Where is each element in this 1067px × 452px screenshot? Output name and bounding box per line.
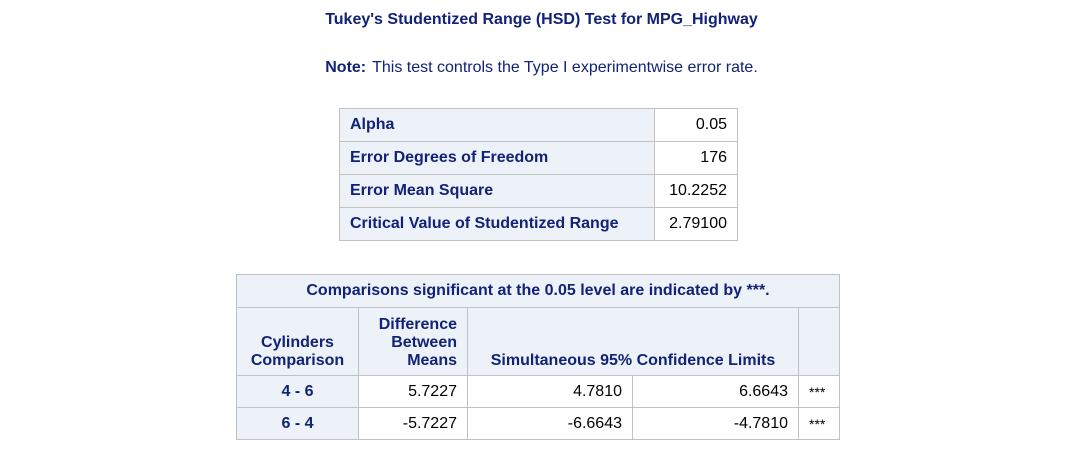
column-header-significance xyxy=(798,307,840,376)
row-label-comparison: 4 - 6 xyxy=(236,375,359,408)
header-row: Cylinders Comparison Difference Between … xyxy=(236,307,840,376)
comparison-caption: Comparisons significant at the 0.05 leve… xyxy=(236,274,840,308)
page-title: Tukey's Studentized Range (HSD) Test for… xyxy=(325,11,758,28)
parameter-table: Alpha 0.05 Error Degrees of Freedom 176 … xyxy=(339,108,738,241)
table-row: Error Degrees of Freedom 176 xyxy=(339,141,738,175)
table-row: Critical Value of Studentized Range 2.79… xyxy=(339,207,738,241)
param-label-error-ms: Error Mean Square xyxy=(339,174,655,208)
column-header-difference: Difference Between Means xyxy=(358,307,468,376)
table-row: Alpha 0.05 xyxy=(339,108,738,142)
note-label: Note: xyxy=(325,59,367,76)
param-value-alpha: 0.05 xyxy=(654,108,738,142)
cell-difference: -5.7227 xyxy=(358,407,468,440)
cell-difference: 5.7227 xyxy=(358,375,468,408)
header-difference-line1: Difference xyxy=(378,316,457,333)
note-text: This test controls the Type I experiment… xyxy=(372,59,758,76)
param-value-error-ms: 10.2252 xyxy=(654,174,738,208)
table-row: Error Mean Square 10.2252 xyxy=(339,174,738,208)
cell-significance: *** xyxy=(798,375,840,408)
comparison-table: Comparisons significant at the 0.05 leve… xyxy=(236,274,840,440)
header-difference-line2: Between xyxy=(391,334,457,351)
cell-significance: *** xyxy=(798,407,840,440)
cell-lower-limit: 4.7810 xyxy=(467,375,633,408)
header-comparison-line1: Cylinders xyxy=(261,334,334,351)
param-label-critical-value: Critical Value of Studentized Range xyxy=(339,207,655,241)
table-row: 6 - 4 -5.7227 -6.6643 -4.7810 *** xyxy=(236,407,840,440)
cell-upper-limit: 6.6643 xyxy=(632,375,799,408)
header-comparison-line2: Comparison xyxy=(250,352,345,369)
param-label-alpha: Alpha xyxy=(339,108,655,142)
cell-upper-limit: -4.7810 xyxy=(632,407,799,440)
param-value-error-df: 176 xyxy=(654,141,738,175)
param-label-error-df: Error Degrees of Freedom xyxy=(339,141,655,175)
note-line: Note: This test controls the Type I exper… xyxy=(0,59,1067,77)
header-difference-line3: Means xyxy=(407,352,457,369)
table-row: 4 - 6 5.7227 4.7810 6.6643 *** xyxy=(236,375,840,408)
column-header-comparison: Cylinders Comparison xyxy=(236,307,359,376)
param-value-critical-value: 2.79100 xyxy=(654,207,738,241)
row-label-comparison: 6 - 4 xyxy=(236,407,359,440)
column-header-confidence-limits: Simultaneous 95% Confidence Limits xyxy=(467,307,799,376)
caption-row: Comparisons significant at the 0.05 leve… xyxy=(236,274,840,308)
cell-lower-limit: -6.6643 xyxy=(467,407,633,440)
